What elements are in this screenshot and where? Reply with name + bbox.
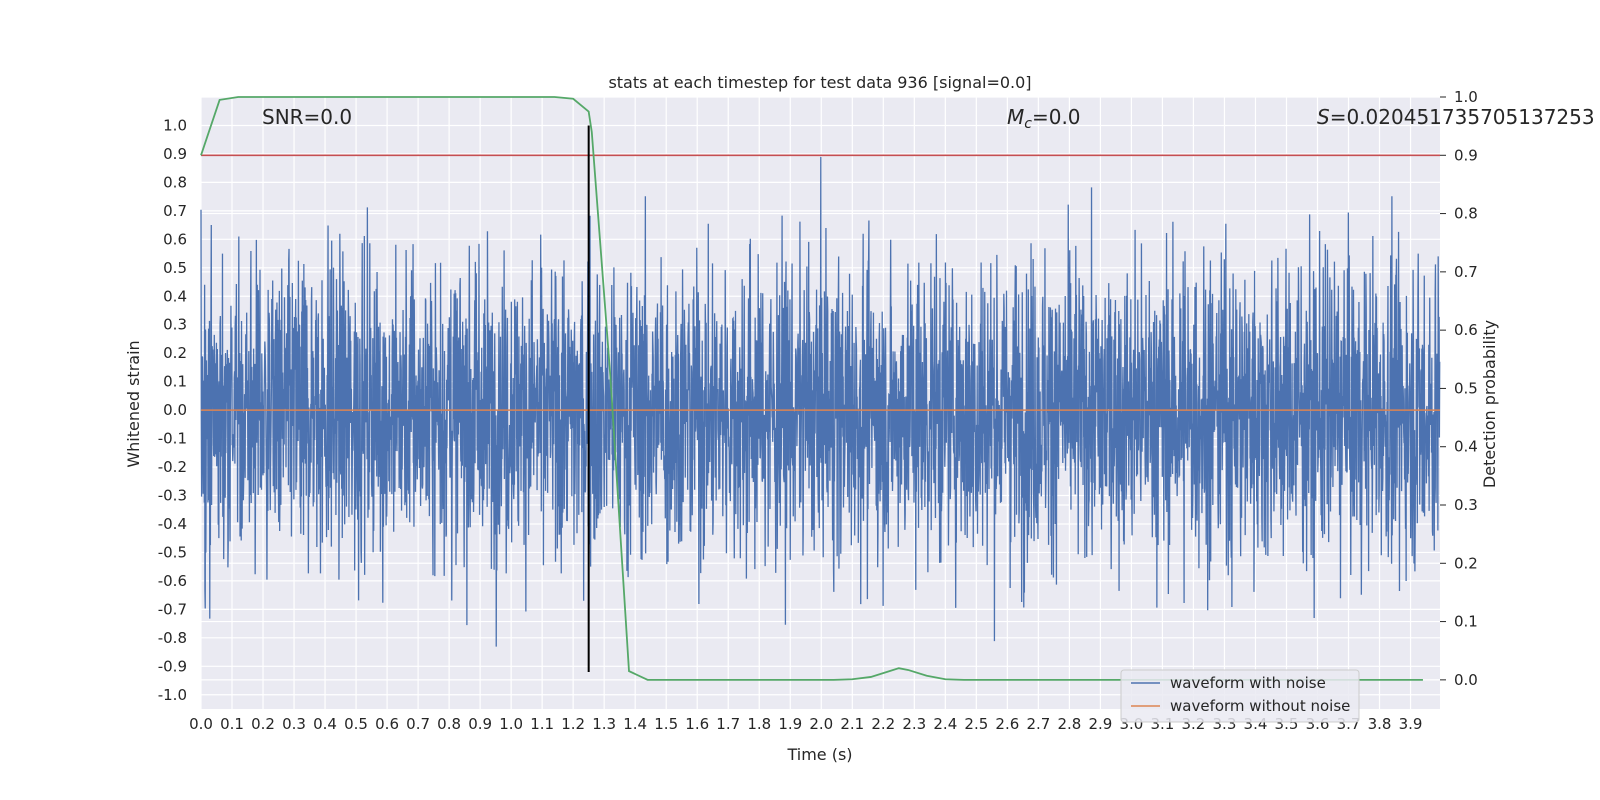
x-tick-label-0: 0.0 bbox=[189, 715, 213, 733]
x-tick-label-29: 2.9 bbox=[1088, 715, 1112, 733]
x-tick-label-27: 2.7 bbox=[1026, 715, 1050, 733]
x-tick-label-39: 3.9 bbox=[1399, 715, 1423, 733]
y2-tick-label-4: 0.4 bbox=[1454, 438, 1478, 456]
x-tick-label-5: 0.5 bbox=[344, 715, 368, 733]
y-tick-label-3: -0.7 bbox=[158, 600, 187, 618]
s-value: =0.020451735705137253 bbox=[1330, 105, 1595, 129]
y-tick-label-13: 0.3 bbox=[163, 316, 187, 334]
legend: waveform with noise waveform without noi… bbox=[1120, 669, 1360, 723]
y-tick-label-6: -0.4 bbox=[158, 515, 187, 533]
x-tick-label-21: 2.1 bbox=[840, 715, 864, 733]
y2-tick-label-1: 0.1 bbox=[1454, 613, 1478, 631]
y-tick-label-2: -0.8 bbox=[158, 629, 187, 647]
x-tick-label-11: 1.1 bbox=[530, 715, 554, 733]
y2-tick-label-2: 0.2 bbox=[1454, 554, 1478, 572]
y-tick-label-8: -0.2 bbox=[158, 458, 187, 476]
x-tick-label-38: 3.8 bbox=[1368, 715, 1392, 733]
x-tick-label-13: 1.3 bbox=[592, 715, 616, 733]
x-tick-label-28: 2.8 bbox=[1057, 715, 1081, 733]
y-tick-label-12: 0.2 bbox=[163, 344, 187, 362]
x-tick-label-16: 1.6 bbox=[685, 715, 709, 733]
x-tick-label-1: 0.1 bbox=[220, 715, 244, 733]
y-tick-label-20: 1.0 bbox=[163, 116, 187, 134]
x-tick-label-22: 2.2 bbox=[871, 715, 895, 733]
legend-label-noise: waveform with noise bbox=[1170, 674, 1326, 692]
x-axis-label: Time (s) bbox=[786, 745, 852, 764]
y-tick-label-5: -0.5 bbox=[158, 543, 187, 561]
s-symbol: S bbox=[1317, 105, 1330, 129]
mc-annotation: Mc=0.0 bbox=[1007, 105, 1081, 132]
x-tick-label-15: 1.5 bbox=[654, 715, 678, 733]
y2-tick-label-5: 0.5 bbox=[1454, 379, 1478, 397]
y-tick-label-0: -1.0 bbox=[158, 686, 187, 704]
x-tick-label-14: 1.4 bbox=[623, 715, 647, 733]
y-tick-label-16: 0.6 bbox=[163, 230, 187, 248]
legend-label-clean: waveform without noise bbox=[1170, 697, 1350, 715]
x-tick-label-24: 2.4 bbox=[933, 715, 957, 733]
y2-tick-label-6: 0.6 bbox=[1454, 321, 1478, 339]
y-tick-label-17: 0.7 bbox=[163, 202, 187, 220]
y-tick-label-7: -0.3 bbox=[158, 487, 187, 505]
y-tick-label-1: -0.9 bbox=[158, 657, 187, 675]
series-waveform-with-noise bbox=[200, 156, 1441, 647]
x-tick-label-26: 2.6 bbox=[995, 715, 1019, 733]
y-tick-label-18: 0.8 bbox=[163, 173, 187, 191]
chart-title: stats at each timestep for test data 936… bbox=[608, 73, 1031, 92]
mc-symbol: M bbox=[1007, 105, 1024, 129]
y2-tick-label-8: 0.8 bbox=[1454, 205, 1478, 223]
x-tick-label-18: 1.8 bbox=[747, 715, 771, 733]
mc-value: =0.0 bbox=[1032, 105, 1081, 129]
x-tick-label-2: 0.2 bbox=[251, 715, 275, 733]
x-tick-label-6: 0.6 bbox=[375, 715, 399, 733]
x-tick-label-20: 2.0 bbox=[809, 715, 833, 733]
y-tick-label-9: -0.1 bbox=[158, 430, 187, 448]
y-tick-label-10: 0.0 bbox=[163, 401, 187, 419]
x-tick-label-3: 0.3 bbox=[282, 715, 306, 733]
x-tick-label-23: 2.3 bbox=[902, 715, 926, 733]
x-tick-label-9: 0.9 bbox=[468, 715, 492, 733]
y2-tick-label-10: 1.0 bbox=[1454, 88, 1478, 106]
y2-tick-label-9: 0.9 bbox=[1454, 146, 1478, 164]
legend-box bbox=[1120, 669, 1360, 723]
x-tick-label-25: 2.5 bbox=[964, 715, 988, 733]
y2-tick-label-0: 0.0 bbox=[1454, 671, 1478, 689]
x-tick-label-4: 0.4 bbox=[313, 715, 337, 733]
y-tick-label-19: 0.9 bbox=[163, 145, 187, 163]
x-tick-label-7: 0.7 bbox=[406, 715, 430, 733]
x-tick-label-12: 1.2 bbox=[561, 715, 585, 733]
x-tick-label-8: 0.8 bbox=[437, 715, 461, 733]
mc-subscript: c bbox=[1024, 116, 1032, 132]
x-tick-label-17: 1.7 bbox=[716, 715, 740, 733]
y-tick-label-15: 0.5 bbox=[163, 259, 187, 277]
y-tick-label-14: 0.4 bbox=[163, 287, 187, 305]
y2-axis-label: Detection probability bbox=[1480, 320, 1499, 488]
y-axis-label: Whitened strain bbox=[124, 340, 143, 467]
x-tick-label-10: 1.0 bbox=[499, 715, 523, 733]
y2-tick-label-7: 0.7 bbox=[1454, 263, 1478, 281]
y-tick-label-4: -0.6 bbox=[158, 572, 187, 590]
x-tick-label-19: 1.9 bbox=[778, 715, 802, 733]
s-annotation: S=0.020451735705137253 bbox=[1317, 105, 1595, 129]
snr-annotation: SNR=0.0 bbox=[262, 105, 352, 129]
y-tick-label-11: 0.1 bbox=[163, 373, 187, 391]
y2-tick-label-3: 0.3 bbox=[1454, 496, 1478, 514]
